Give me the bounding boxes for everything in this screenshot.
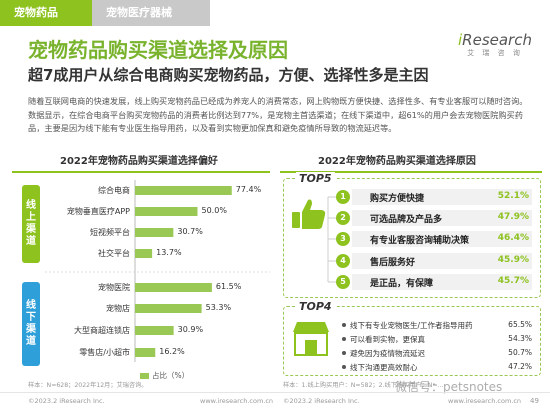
page-number: 49 (530, 397, 539, 405)
logo-research: Research (462, 31, 532, 49)
rank-badge: 3 (336, 232, 350, 246)
reason-label: 是正品，有保障 (370, 279, 434, 289)
online-channel-label: 线上渠道 (22, 185, 40, 263)
top5-box (283, 178, 541, 298)
bar-value-label: 53.3% (205, 303, 232, 312)
logo-i: i (458, 31, 463, 49)
bullet-dot (342, 323, 346, 327)
reason-row-bg (352, 189, 532, 205)
offline-reason-percent: 47.2% (508, 362, 532, 371)
legend-swatch (140, 372, 149, 379)
left-title-underline (12, 171, 270, 173)
reason-row-bg (352, 231, 532, 247)
page-title: 宠物药品购买渠道选择及原因 (28, 38, 288, 62)
left-panel-title: 2022年宠物药品购买渠道选择偏好 (60, 156, 218, 167)
bar-1-2 (135, 326, 174, 335)
top5-badge: TOP5 (296, 172, 335, 185)
reason-percent: 45.7% (497, 276, 529, 286)
offline-reason-percent: 65.5% (508, 320, 532, 329)
bullet-dot (342, 365, 346, 369)
bar-value-label: 13.7% (156, 248, 182, 257)
source-note-right: 样本：1.线上购买用户：N=582；2.线下购买用户：N=... (283, 382, 444, 389)
offline-reason-percent: 50.7% (508, 348, 532, 357)
wechat-watermark: 微信号：petsnotes (395, 380, 503, 394)
logo-wordmark: iResearch (455, 31, 535, 49)
offline-reason-label: 避免因为疫情物流延迟 (350, 349, 425, 358)
offline-reason-label: 可以看到实物，更保真 (350, 335, 425, 344)
category-label: 大型商超连锁店 (74, 326, 130, 335)
legend-label: 占比（%） (152, 371, 190, 380)
top-tabs: 宠物药品 宠物医疗器械 (0, 0, 550, 26)
store-icon (293, 322, 329, 356)
category-label: 宠物店 (106, 304, 130, 313)
bar-0-2 (135, 228, 174, 237)
top4-badge: TOP4 (296, 300, 335, 313)
reason-label: 购买方便快捷 (370, 194, 425, 204)
footer-divider (0, 392, 550, 393)
bar-1-3 (135, 348, 156, 357)
rank-badge: 1 (336, 190, 350, 204)
bar-value-label: 30.7% (177, 227, 203, 236)
reason-percent: 46.4% (497, 233, 529, 243)
rank-badge: 4 (336, 254, 350, 268)
category-label: 综合电商 (98, 186, 130, 195)
body-paragraph: 随着互联网电商的快速发展，线上购买宠物药品已经成为养宠人的消费常态，网上购物既方… (28, 96, 528, 133)
bar-value-label: 50.0% (201, 206, 227, 215)
offline-channel-label: 线下渠道 (22, 282, 40, 366)
tab-pet-medical-devices[interactable]: 宠物医疗器械 (92, 0, 210, 26)
reason-percent: 47.9% (497, 212, 529, 222)
bar-value-label: 30.9% (177, 325, 204, 334)
category-label: 短视频平台 (90, 228, 130, 237)
right-title-underline (280, 171, 542, 173)
bar-0-0 (135, 186, 232, 195)
footer-url-right: www.iresearch.com.cn (448, 397, 522, 405)
bar-0-1 (135, 207, 198, 216)
category-label: 零售店/小超市 (79, 348, 130, 357)
top4-box (283, 306, 541, 376)
bullet-dot (342, 337, 346, 341)
reason-row-bg (352, 210, 532, 226)
bar-value-label: 61.5% (215, 282, 242, 291)
offline-reason-label: 线下有专业宠物医生/工作者指导用药 (350, 321, 473, 330)
thumbs-up-icon (292, 199, 326, 229)
footer-url-left: www.iresearch.com.cn (200, 397, 274, 405)
iresearch-logo: iResearch 艾 瑞 咨 询 (455, 31, 535, 58)
rank-badge: 2 (336, 211, 350, 225)
chart-legend: 占比（%） (140, 370, 189, 381)
reason-row-bg (352, 274, 532, 290)
reason-row-bg (352, 253, 532, 269)
offline-reason-label: 线下沟通更高效耐心 (350, 363, 418, 372)
category-label: 宠物垂直医疗APP (66, 207, 130, 216)
bar-0-3 (135, 249, 153, 258)
bullet-dot (342, 351, 346, 355)
footer-copyright-left: ©2023.2 iResearch Inc. (28, 397, 105, 405)
bar-value-label: 16.2% (159, 347, 185, 356)
reason-label: 有专业客服咨询辅助决策 (370, 236, 470, 246)
bar-value-label: 77.4% (235, 185, 262, 194)
reason-label: 可选品牌及产品多 (370, 215, 443, 225)
category-label: 宠物医院 (98, 283, 130, 292)
reason-percent: 45.9% (497, 255, 529, 265)
bar-1-1 (135, 304, 202, 313)
tab-pet-medicine[interactable]: 宠物药品 (0, 0, 92, 26)
rank-badge: 5 (336, 275, 350, 289)
offline-reason-percent: 54.3% (508, 334, 532, 343)
bar-1-0 (135, 283, 212, 292)
footer-copyright-right: ©2023.2 iResearch Inc. (283, 397, 360, 405)
logo-subtitle: 艾 瑞 咨 询 (467, 49, 523, 57)
reason-label: 售后服务好 (370, 258, 416, 268)
right-panel-title: 2022年宠物药品购买渠道选择原因 (318, 156, 476, 167)
source-note-left: 样本：N=628；2022年12月；艾瑞咨询。 (28, 382, 148, 389)
page-subtitle: 超7成用户从综合电商购买宠物药品，方便、选择性多是主因 (28, 66, 429, 84)
category-label: 社交平台 (98, 249, 130, 258)
reason-percent: 52.1% (497, 191, 529, 201)
